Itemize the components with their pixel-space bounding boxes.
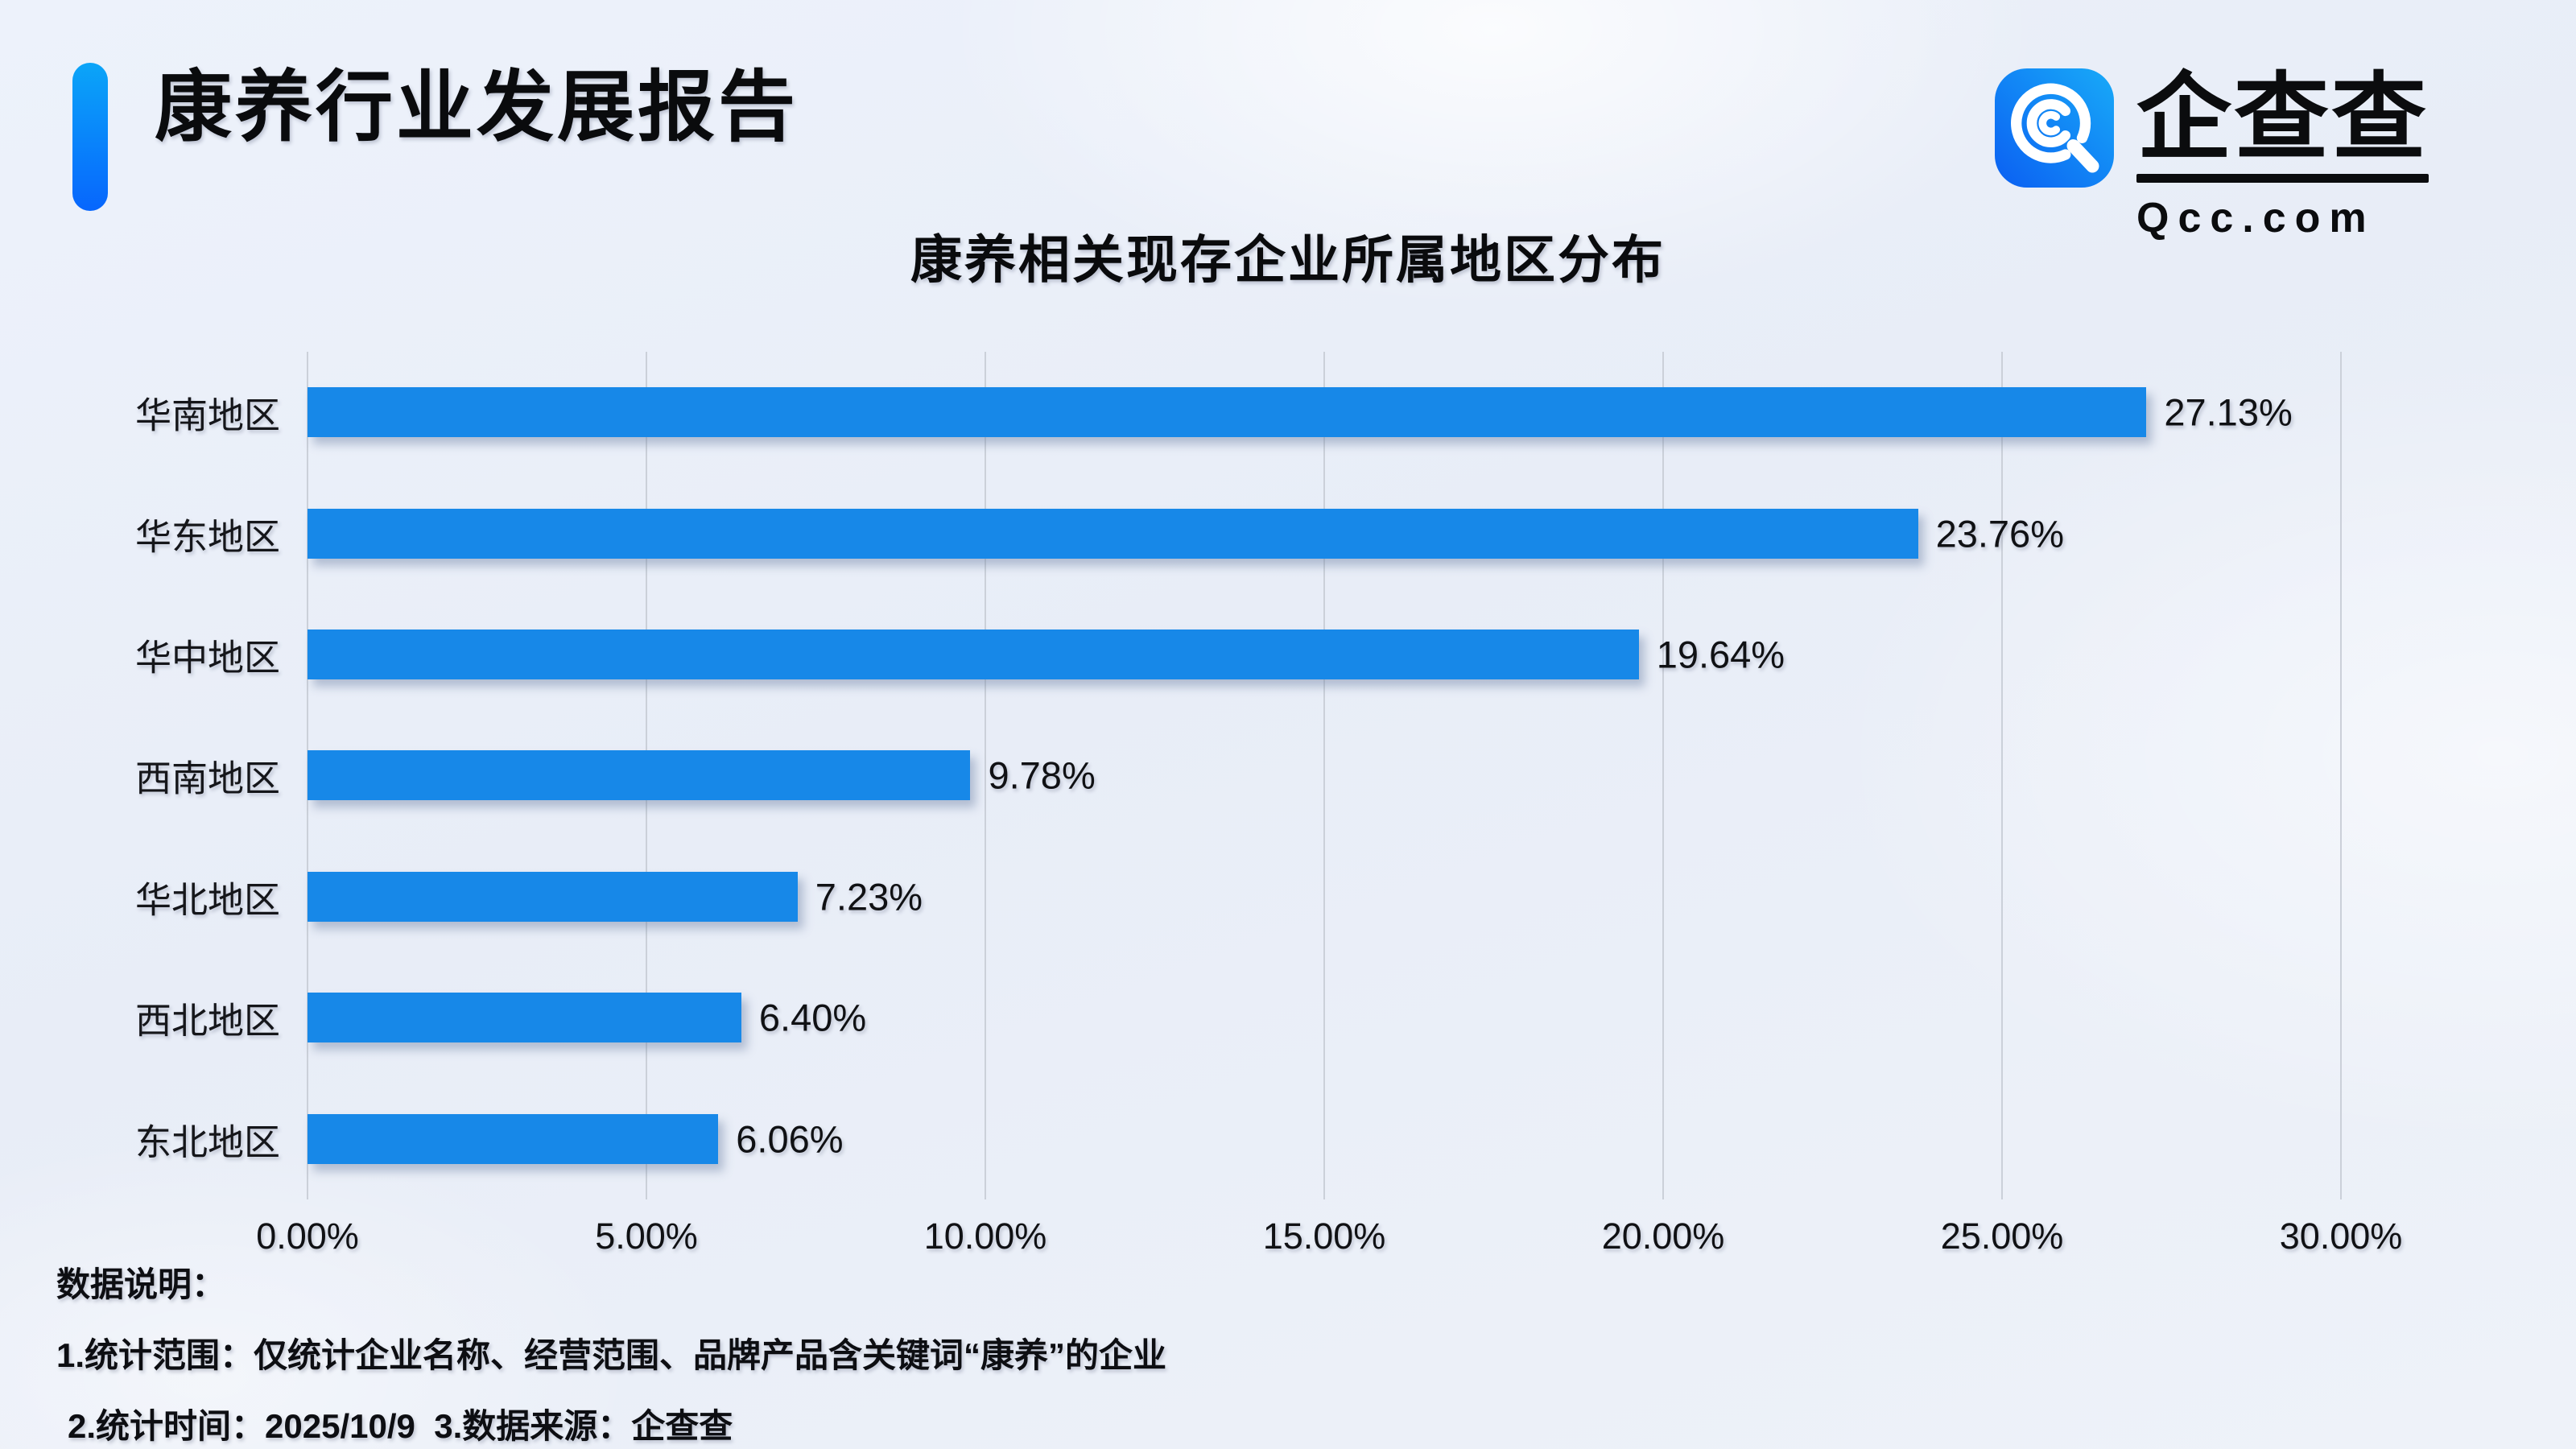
gridline [985,352,986,1199]
value-label: 7.23% [815,875,923,919]
data-notes: 数据说明： 1.统计范围：仅统计企业名称、经营范围、品牌产品含关键词“康养”的企… [56,1249,1166,1449]
bar [308,508,1918,559]
bar [308,630,1639,680]
brand-wordmark: 企查查 Qcc.com [2136,66,2429,242]
value-label: 6.06% [736,1117,844,1161]
brand-name: 企查查 [2136,65,2429,171]
bar [308,871,798,922]
bar-row: 华南地区 27.13% [135,352,2341,473]
bar-row: 西北地区 6.40% [135,957,2341,1078]
brand-domain: Qcc.com [2136,194,2376,242]
bar [308,750,971,801]
header-accent-bar [72,63,108,211]
x-tick-label: 10.00% [923,1216,1047,1257]
page-title: 康养行业发展报告 [155,64,799,151]
bar-row: 东北地区 6.06% [135,1079,2341,1199]
value-label: 9.78% [988,753,1096,797]
category-label: 西南地区 [134,758,280,799]
category-label: 华北地区 [134,879,280,921]
notes-line-2: 2.统计时间：2025/10/9 3.数据来源：企查查 [68,1407,733,1445]
category-label: 华东地区 [134,516,280,558]
bar-row: 西南地区 9.78% [135,715,2341,836]
x-tick-label: 15.00% [1262,1216,1386,1257]
bar-rows: 华南地区 27.13% 华东地区 23.76% 华中地区 19.64% 西南地区 9.78% 华… [135,352,2341,1199]
x-tick-label: 0.00% [256,1216,359,1257]
x-tick-label: 30.00% [2279,1216,2403,1257]
notes-line-1: 1.统计范围：仅统计企业名称、经营范围、品牌产品含关键词“康养”的企业 [56,1336,1167,1374]
gridline [1662,352,1664,1199]
bar-row: 华北地区 7.23% [135,836,2341,957]
value-label: 23.76% [1935,512,2064,555]
bar-row: 华中地区 19.64% [135,594,2341,715]
bar [308,387,2147,438]
value-label: 19.64% [1656,633,1785,676]
x-tick-label: 25.00% [1940,1216,2064,1257]
chart-title: 康养相关现存企业所属地区分布 [910,231,1666,289]
value-label: 6.40% [758,996,867,1039]
bar-row: 华东地区 23.76% [135,473,2341,593]
category-label: 东北地区 [134,1121,280,1163]
plot-area: 华南地区 27.13% 华东地区 23.76% 华中地区 19.64% 西南地区 9.78% 华… [135,352,2402,1257]
brand-underline [2136,173,2429,183]
bar [308,993,741,1043]
notes-heading: 数据说明： [56,1265,226,1303]
bar [308,1113,719,1164]
gridline [1323,352,1325,1199]
x-tick-label: 20.00% [1601,1216,1725,1257]
gridline [2001,352,2003,1199]
category-label: 华中地区 [134,637,280,679]
qcc-magnifier-icon [1995,68,2114,188]
value-label: 27.13% [2164,390,2293,434]
category-label: 华南地区 [134,394,280,436]
gridline [2340,352,2342,1199]
qcc-logo: 企查查 Qcc.com [1995,66,2429,242]
x-tick-label: 5.00% [595,1216,698,1257]
category-label: 西北地区 [134,1000,280,1042]
